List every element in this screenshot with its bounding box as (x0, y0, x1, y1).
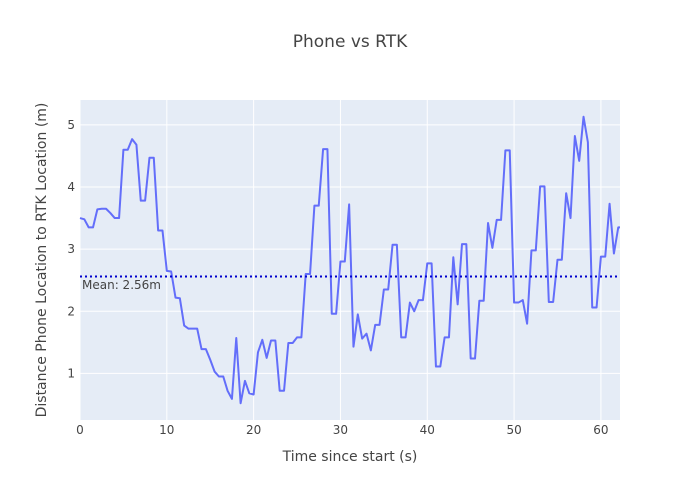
y-tick-label: 3 (67, 242, 75, 256)
y-tick-label: 4 (67, 180, 75, 194)
mean-annotation: Mean: 2.56m (82, 278, 161, 292)
x-tick-label: 40 (420, 423, 435, 437)
y-tick-label: 1 (67, 366, 75, 380)
y-tick-label: 2 (67, 304, 75, 318)
x-tick-label: 20 (246, 423, 261, 437)
x-tick-label: 60 (593, 423, 608, 437)
x-tick-label: 50 (506, 423, 521, 437)
x-tick-label: 0 (76, 423, 84, 437)
chart-title: Phone vs RTK (293, 32, 408, 52)
y-tick-label: 5 (67, 118, 75, 132)
y-axis-ticks: 1 2 3 4 5 (67, 118, 75, 381)
y-axis-label: Distance Phone Location to RTK Location … (34, 103, 50, 418)
x-tick-label: 10 (159, 423, 174, 437)
x-axis-label: Time since start (s) (282, 449, 418, 465)
x-tick-label: 30 (333, 423, 348, 437)
x-axis-ticks: 0 10 20 30 40 50 60 (76, 423, 608, 437)
